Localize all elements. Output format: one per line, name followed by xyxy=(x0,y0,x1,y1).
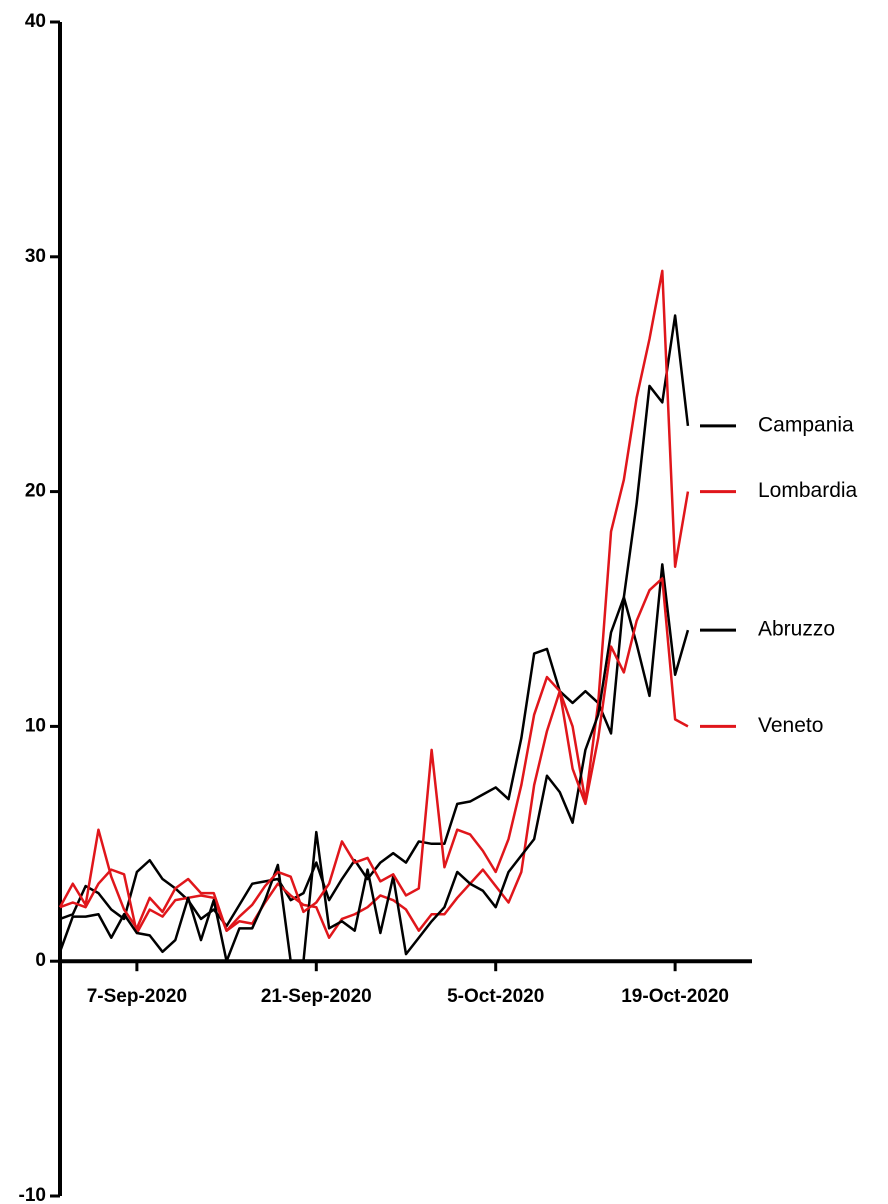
series-line xyxy=(59,269,690,939)
series-line xyxy=(58,577,689,932)
series-line xyxy=(59,314,690,928)
legend-label: Campania xyxy=(758,413,854,436)
y-tick-label: 20 xyxy=(25,481,46,502)
y-tick-label: 10 xyxy=(25,715,46,736)
legend-label: Veneto xyxy=(758,714,823,737)
y-tick-label: 30 xyxy=(25,246,46,267)
x-tick-label: 7-Sep-2020 xyxy=(87,986,187,1007)
legend-label: Lombardia xyxy=(758,479,858,502)
y-tick-label: 0 xyxy=(35,950,46,971)
series-line xyxy=(58,563,690,963)
y-tick-label: -10 xyxy=(19,1185,46,1204)
x-tick-label: 21-Sep-2020 xyxy=(261,986,372,1007)
x-tick-label: 19-Oct-2020 xyxy=(621,986,729,1007)
x-tick-label: 5-Oct-2020 xyxy=(447,986,544,1007)
legend-label: Abruzzo xyxy=(758,618,835,641)
y-tick-label: 40 xyxy=(25,11,46,32)
